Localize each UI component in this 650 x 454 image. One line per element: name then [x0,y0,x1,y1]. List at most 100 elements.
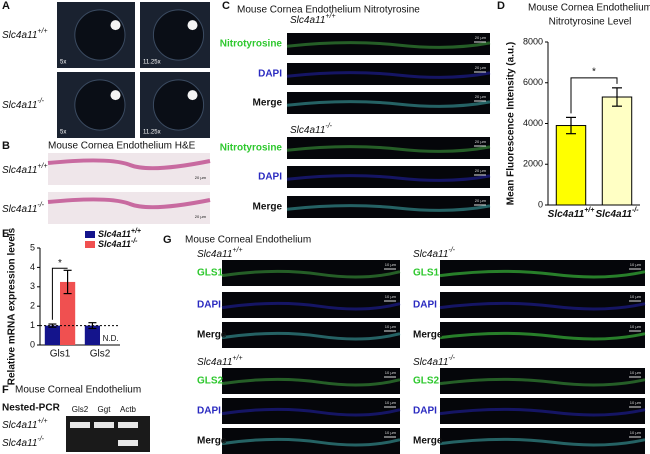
scale-label: 20 µm [475,94,487,99]
error-bar [63,269,72,295]
genotype-label: Slc4a11+/+ [197,355,243,368]
cell-layer [221,377,401,387]
genotype-label: Slc4a11-/- [413,355,456,368]
reflection [187,20,198,31]
panel-title: Mouse Corneal Endothelium [15,385,141,396]
scale-label: 20 µm [475,168,487,173]
reflection [187,90,198,101]
genotype-label: Slc4a11+/+ [197,247,243,260]
bar [84,325,100,345]
scale-label: 20 µm [475,65,487,70]
scale-label: 10 µm [385,324,397,329]
x-tick-label: Slc4a11+/+ [548,207,595,220]
channel-label: DAPI [258,172,282,183]
panel-letter: D [497,0,505,12]
gene-label: Actb [120,405,137,414]
panel-letter: A [2,0,10,12]
pupil [152,9,205,61]
cell-layer [286,145,491,153]
scale-label: 20 µm [475,35,487,40]
channel-label: Nitrotyrosine [220,39,283,50]
channel-label: GLS2 [197,376,224,387]
cell-layer [286,41,491,49]
scale-label: 10 µm [630,262,642,267]
scale-label: 10 µm [385,430,397,435]
pupil [152,79,205,131]
panel-letter: F [2,384,9,396]
scale-label: 20 µm [195,175,207,180]
channel-label: GLS2 [413,376,440,387]
gel-band [118,440,138,446]
gel-band [70,422,90,428]
channel-label: Merge [413,330,443,341]
channel-label: Nitrotyrosine [220,143,283,154]
scale-label: 10 µm [630,324,642,329]
panel-title: Mouse Cornea Endothelium Nitrotyrosine [237,5,420,16]
gene-label: Ggt [98,405,112,414]
channel-label: DAPI [197,406,221,417]
cell-layer [286,174,491,182]
scale-label: 20 µm [475,198,487,203]
bar [601,96,633,206]
magnification: 11.25x [143,60,161,66]
y-tick-label: 3 [30,281,35,291]
gel [66,416,150,452]
cell-layer [439,377,646,387]
channel-label: GLS1 [197,268,224,279]
y-tick-label: 4000 [523,118,543,128]
scale-label: 10 µm [385,400,397,405]
bar [555,125,587,206]
cell-layer [221,301,401,311]
panel-letter: G [163,234,172,246]
cell-layer [221,437,401,447]
y-tick-label: 5 [30,242,35,252]
cell-layer [286,204,491,212]
channel-label: DAPI [413,406,437,417]
row-label: Slc4a11-/- [2,436,45,449]
channel-label: Merge [253,202,283,213]
he-section [48,153,210,185]
he-tissue [47,197,211,210]
significance-label: * [592,66,596,77]
he-section [48,192,210,224]
row-label: Slc4a11-/- [2,202,45,215]
bar [44,325,60,345]
y-tick-label: 1 [30,320,35,330]
y-tick-label: 8000 [523,36,543,46]
channel-label: Merge [253,98,283,109]
x-tick-label: Gls1 [50,349,71,360]
channel-label: DAPI [258,69,282,80]
reflection [110,90,121,101]
panel-title: Mouse Cornea Endothelium H&E [48,141,196,152]
genotype-label: Slc4a11+/+ [290,13,336,26]
scale-label: 10 µm [630,294,642,299]
cell-layer [221,269,401,279]
channel-label: Merge [197,436,227,447]
cell-layer [439,269,646,279]
scale-label: 10 µm [385,294,397,299]
cell-layer [439,331,646,341]
reflection [110,20,121,31]
magnification: 11.25x [143,130,161,136]
gel-band [118,422,138,428]
scale-label: 10 µm [385,370,397,375]
genotype-label: Slc4a11-/- [413,247,456,260]
channel-label: GLS1 [413,268,440,279]
panel-letter: C [222,0,230,12]
significance-bracket [51,267,68,320]
row-label: Slc4a11+/+ [2,163,48,176]
magnification: 5x [60,130,66,136]
y-tick-label: 0 [538,199,543,209]
method-label: Nested-PCR [2,403,61,414]
scale-label: 10 µm [630,430,642,435]
gel-band [94,422,114,428]
cell-layer [221,331,401,341]
significance-label: * [58,258,62,269]
error-bar [612,87,622,107]
y-axis-label: Relative mRNA expression levels [7,227,18,385]
y-tick-label: 4 [30,262,35,272]
channel-label: DAPI [413,300,437,311]
panel-title: Mouse Corneal Endothelium [185,235,311,246]
legend-label: Slc4a11+/+ [98,228,141,240]
